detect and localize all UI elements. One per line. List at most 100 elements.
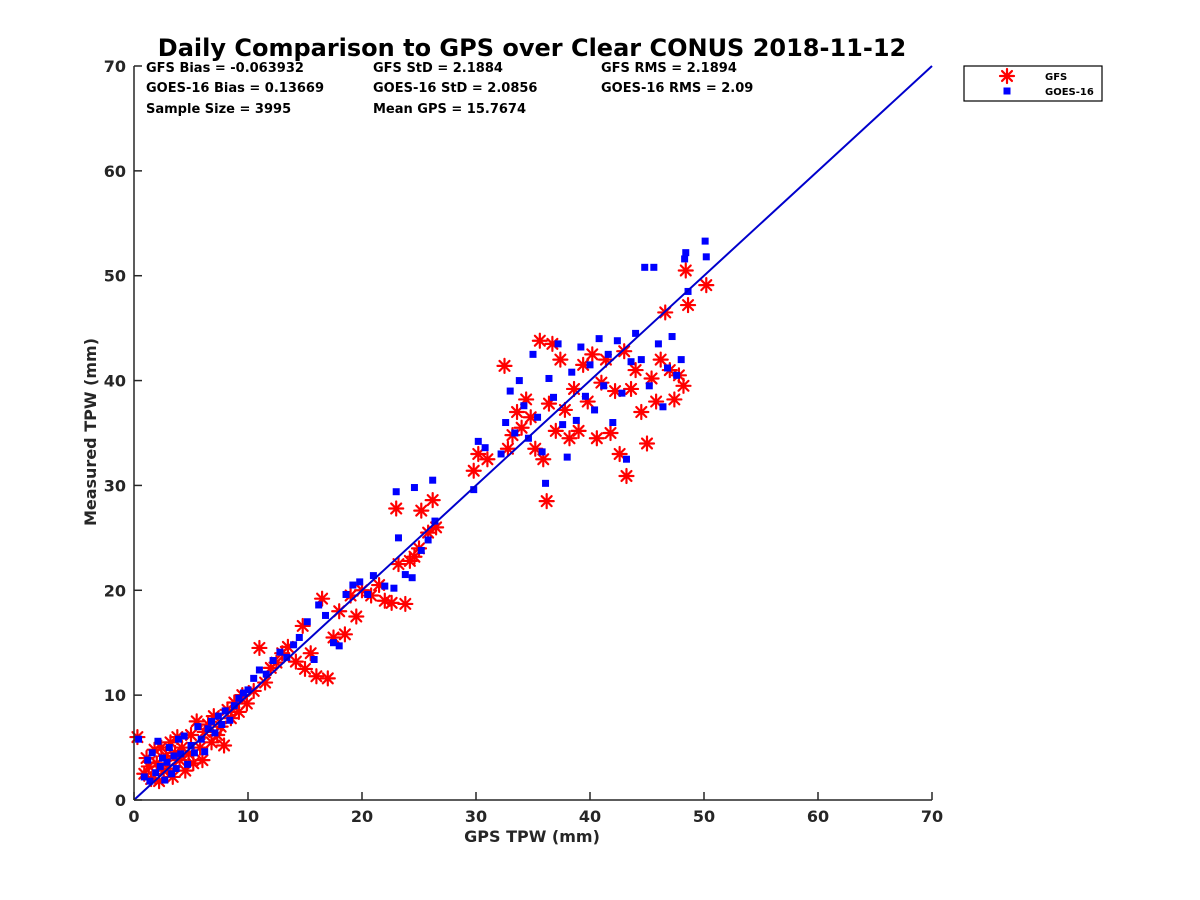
- goes16-point: [429, 476, 437, 484]
- x-tick-label: 10: [237, 807, 259, 826]
- goes16-point: [315, 601, 323, 609]
- gfs-point: [698, 277, 715, 294]
- goes16-point: [218, 721, 226, 729]
- goes16-point: [591, 406, 599, 414]
- gfs-point: [413, 502, 430, 519]
- goes16-point: [668, 333, 676, 341]
- goes16-point: [208, 717, 216, 725]
- gfs-point: [251, 639, 268, 657]
- x-tick-label: 20: [351, 807, 373, 826]
- gfs-point: [588, 430, 605, 447]
- goes16-point: [654, 340, 662, 348]
- goes16-point: [226, 716, 234, 724]
- goes16-point: [424, 536, 432, 544]
- goes16-point: [172, 765, 180, 773]
- gfs-point: [527, 440, 544, 457]
- gfs-point: [479, 451, 496, 468]
- goes16-point: [221, 707, 229, 715]
- gfs-point: [336, 626, 353, 643]
- y-axis-title: Measured TPW (mm): [81, 338, 100, 526]
- plot-area: [129, 65, 933, 801]
- goes16-point: [180, 732, 188, 740]
- legend-label: GFS: [1045, 72, 1067, 83]
- x-tick-label: 50: [693, 807, 715, 826]
- legend-box: [963, 65, 1103, 102]
- goes16-point: [563, 453, 571, 461]
- gfs-point: [666, 391, 683, 408]
- stat-text: GFS RMS = 2.1894: [601, 61, 737, 76]
- goes16-point: [276, 648, 284, 656]
- x-tick-label: 40: [579, 807, 601, 826]
- goes16-point: [290, 641, 298, 649]
- goes16-point: [190, 749, 198, 757]
- gfs-point: [643, 370, 660, 387]
- goes16-point: [538, 448, 546, 456]
- goes16-point: [645, 382, 653, 390]
- goes16-point: [515, 377, 523, 385]
- goes16-point: [356, 578, 364, 586]
- gfs-point: [308, 668, 325, 685]
- goes16-point: [600, 382, 608, 390]
- goes16-point: [148, 749, 156, 757]
- goes16-point: [497, 450, 505, 458]
- goes16-point: [702, 253, 710, 261]
- gfs-point: [633, 403, 650, 421]
- gfs-point: [538, 493, 555, 510]
- gfs-point: [618, 467, 635, 485]
- goes16-point: [239, 689, 247, 697]
- y-tick-label: 10: [104, 686, 126, 705]
- goes16-point: [214, 712, 222, 720]
- stats-block: GFS Bias = -0.063932 GFS StD = 2.1884 GFS …: [146, 61, 753, 117]
- gfs-point: [677, 262, 694, 279]
- gfs-point: [390, 555, 407, 573]
- y-tick-label: 50: [104, 267, 126, 286]
- goes16-point: [581, 392, 589, 400]
- goes16-point: [641, 263, 649, 271]
- goes16-point: [410, 484, 418, 492]
- gfs-point: [552, 351, 569, 368]
- goes16-point: [673, 371, 681, 379]
- goes16-point: [177, 750, 185, 758]
- goes16-point: [390, 584, 398, 592]
- legend-gfs-marker: [998, 67, 1016, 85]
- goes16-point: [664, 364, 672, 372]
- y-tick-label: 30: [104, 476, 126, 495]
- goes16-point: [577, 343, 585, 351]
- goes16-point: [572, 416, 580, 424]
- goes16-point: [381, 582, 389, 590]
- goes16-point: [262, 670, 270, 678]
- goes16-point: [235, 694, 243, 702]
- goes16-point: [135, 735, 143, 743]
- goes16-point: [511, 429, 519, 437]
- gfs-point: [194, 752, 211, 769]
- goes16-point: [369, 572, 377, 580]
- goes16-point: [322, 611, 330, 619]
- goes16-point: [529, 350, 537, 358]
- gfs-point: [383, 594, 400, 611]
- goes16-point: [609, 419, 617, 427]
- gfs-point: [215, 737, 233, 754]
- goes16-point: [349, 581, 357, 589]
- goes16-point: [161, 776, 169, 784]
- axes: 0 10 20 30 40 50 60 70 0 10 20 30 40 50 60 70: [104, 57, 943, 826]
- gfs-point: [182, 726, 200, 744]
- x-axis-title: GPS TPW (mm): [464, 827, 600, 846]
- goes16-point: [701, 237, 709, 245]
- goes16-point: [677, 356, 685, 364]
- goes16-point: [269, 657, 277, 665]
- goes16-point: [156, 762, 164, 770]
- gfs-point: [531, 332, 548, 349]
- gfs-point: [296, 660, 314, 678]
- gfs-point: [638, 435, 656, 452]
- gfs-point: [616, 343, 633, 360]
- goes16-point: [586, 361, 594, 369]
- one-to-one-line: [133, 65, 933, 801]
- gfs-point: [602, 424, 619, 442]
- y-tick-label: 20: [104, 581, 126, 600]
- goes16-point: [204, 725, 212, 733]
- goes16-point: [335, 642, 343, 650]
- goes16-point: [559, 421, 567, 429]
- gfs-point: [611, 445, 628, 463]
- goes16-point: [568, 368, 576, 376]
- series-gfs: [129, 262, 715, 790]
